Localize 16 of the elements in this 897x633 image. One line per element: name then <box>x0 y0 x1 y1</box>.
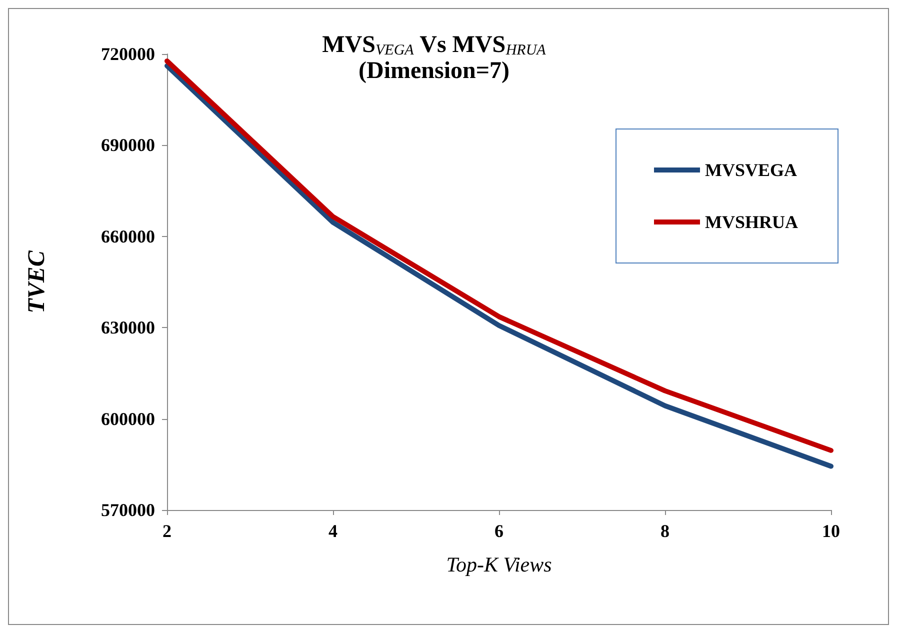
x-tick-label: 2 <box>162 521 172 541</box>
y-tick-label: 600000 <box>101 408 155 429</box>
x-axis-title: Top-K Views <box>446 552 552 576</box>
y-tick-label: 660000 <box>101 226 155 246</box>
y-axis-title: TVEC <box>24 250 50 314</box>
x-tick-label: 6 <box>494 521 504 541</box>
legend-label: MVSHRUA <box>705 212 798 232</box>
y-tick-label: 720000 <box>101 44 155 64</box>
legend-label: MVSVEGA <box>705 160 798 180</box>
y-tick-label: 690000 <box>101 135 155 156</box>
chart-title: MVSVEGA Vs MVSHRUA (Dimension=7) <box>322 32 547 84</box>
y-tick-label: 630000 <box>101 318 155 338</box>
y-tick-label: 570000 <box>101 500 155 520</box>
x-tick-label: 10 <box>822 521 840 541</box>
x-tick-label: 8 <box>660 521 670 541</box>
x-tick-label: 4 <box>328 521 338 541</box>
